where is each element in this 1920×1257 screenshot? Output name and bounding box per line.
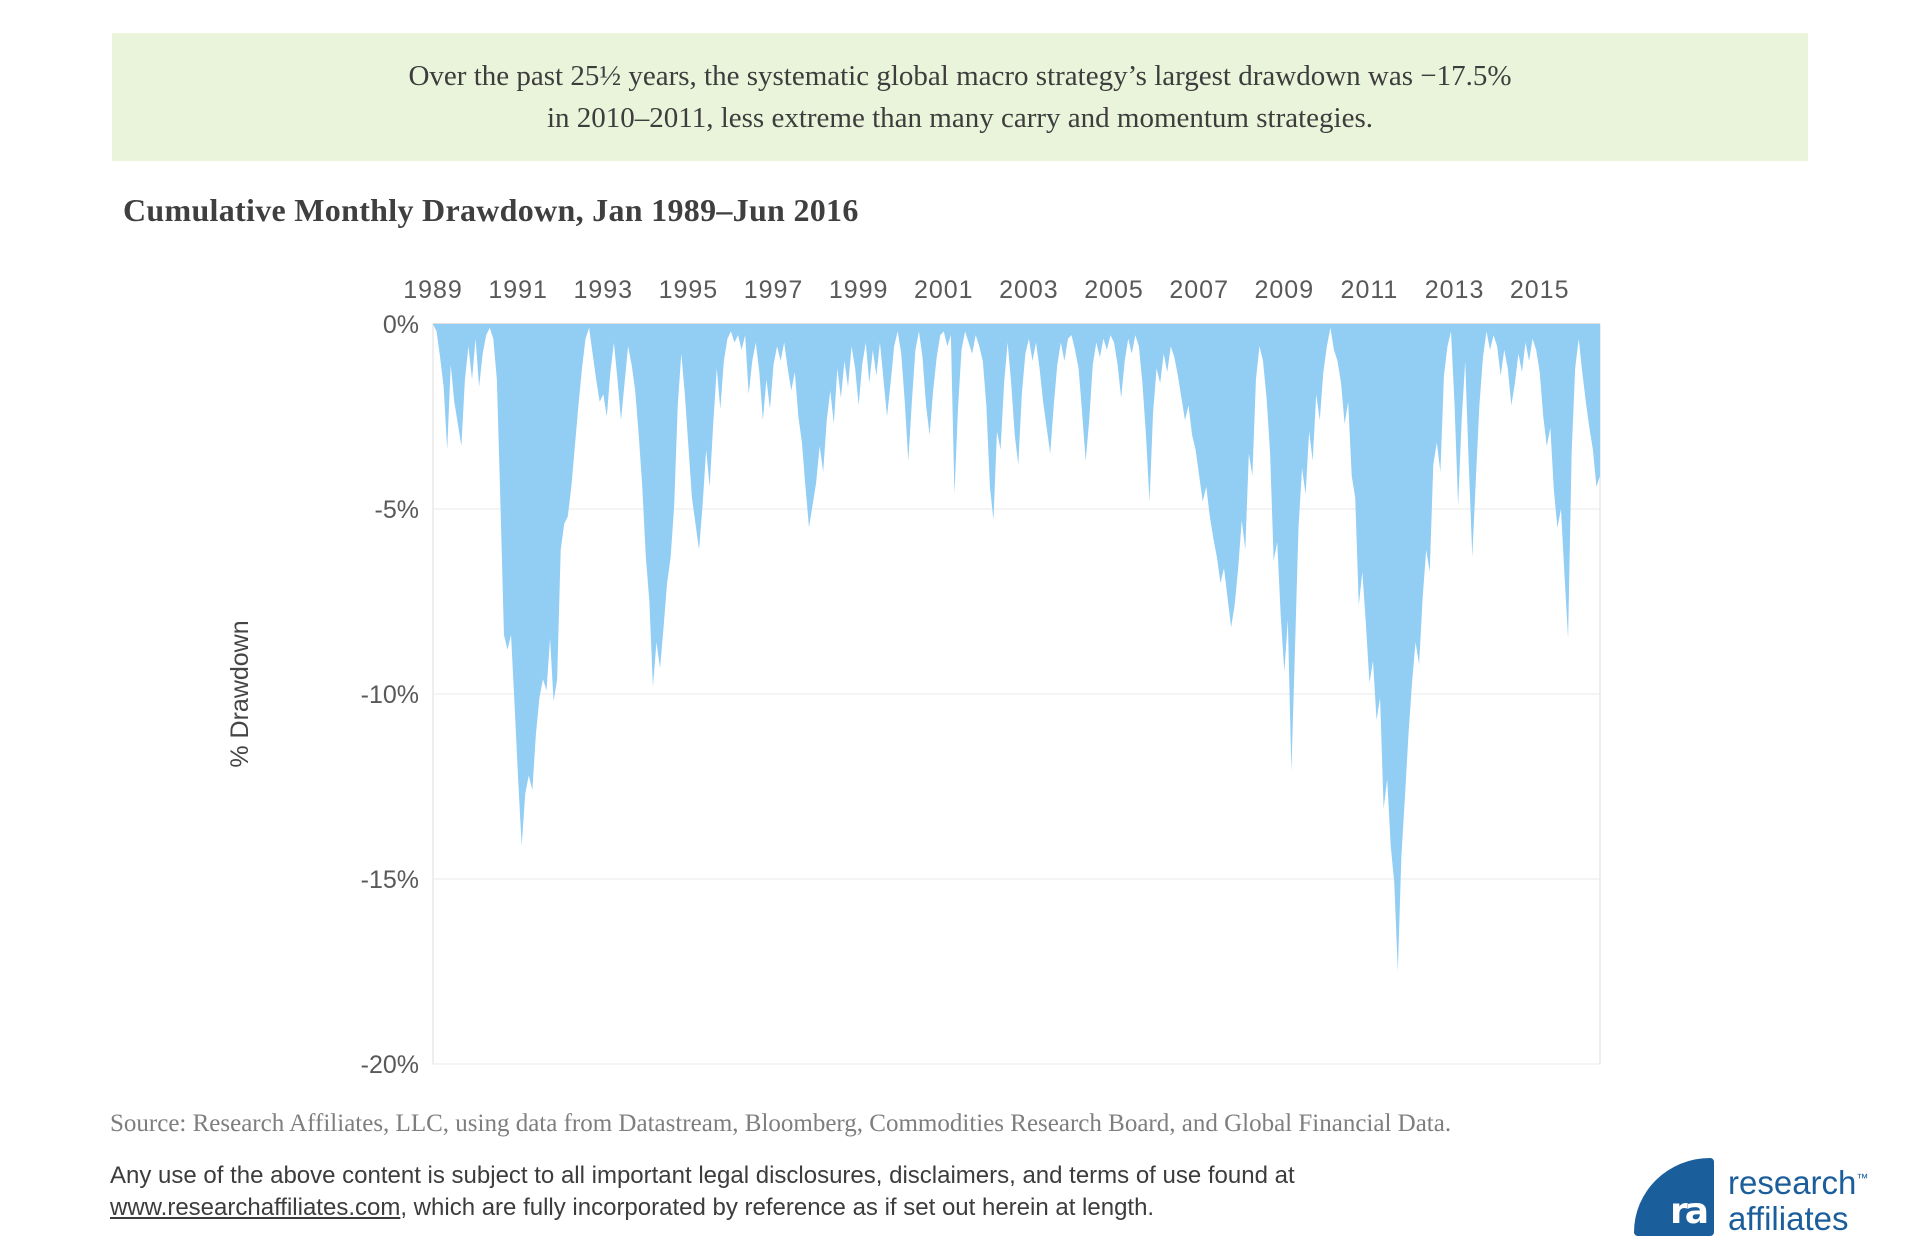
legal-text-line2: , which are fully incorporated by refere…: [400, 1194, 1155, 1221]
x-tick-label: 2011: [1341, 276, 1399, 304]
x-tick-label: 1999: [829, 276, 889, 304]
source-line: Source: Research Affiliates, LLC, using …: [110, 1110, 1452, 1137]
x-tick-label: 2005: [1084, 276, 1144, 304]
y-tick-label: -20%: [361, 1051, 419, 1079]
logo-wordmark: research™ affiliates: [1728, 1160, 1868, 1237]
drawdown-chart: 0% -5% -10% -15% -20% 1989 1991 1993 1995 1997 199…: [230, 276, 1601, 1079]
logo-mark-icon: ra: [1634, 1158, 1714, 1236]
legal-link[interactable]: www.researchaffiliates.com: [110, 1194, 401, 1221]
x-tick-label: 1989: [403, 276, 463, 304]
research-affiliates-logo: ra research™ affiliates: [1634, 1158, 1920, 1238]
logo-monogram: ra: [1669, 1191, 1709, 1232]
x-tick-label: 2007: [1169, 276, 1229, 304]
y-tick-label: -5%: [375, 496, 419, 524]
y-tick-label: -10%: [361, 681, 419, 709]
x-tick-label: 2015: [1510, 276, 1570, 304]
logo-word-affiliates: affiliates: [1728, 1200, 1849, 1237]
x-tick-label: 1997: [744, 276, 804, 304]
x-tick-label: 2013: [1425, 276, 1485, 304]
y-tick-label: -15%: [361, 866, 419, 894]
x-tick-label: 1991: [488, 276, 548, 304]
legal-text-line1: Any use of the above content is subject …: [110, 1162, 1295, 1189]
drawdown-area: [433, 324, 1600, 972]
logo-word-research: research: [1728, 1164, 1857, 1201]
x-tick-label: 2003: [999, 276, 1059, 304]
trademark-symbol: ™: [1856, 1171, 1869, 1185]
y-axis-title: % Drawdown: [230, 620, 254, 767]
y-tick-label: 0%: [383, 311, 419, 339]
headline-banner: Over the past 25½ years, the systematic …: [112, 33, 1808, 161]
x-tick-label: 1993: [573, 276, 633, 304]
x-tick-label: 2001: [914, 276, 974, 304]
headline-line1: Over the past 25½ years, the systematic …: [408, 60, 1512, 92]
x-tick-label: 1995: [659, 276, 719, 304]
legal-disclaimer: Any use of the above content is subject …: [110, 1160, 1310, 1224]
chart-title: Cumulative Monthly Drawdown, Jan 1989–Ju…: [123, 192, 859, 228]
headline-line2: in 2010–2011, less extreme than many car…: [546, 102, 1374, 134]
x-tick-label: 2009: [1254, 276, 1314, 304]
